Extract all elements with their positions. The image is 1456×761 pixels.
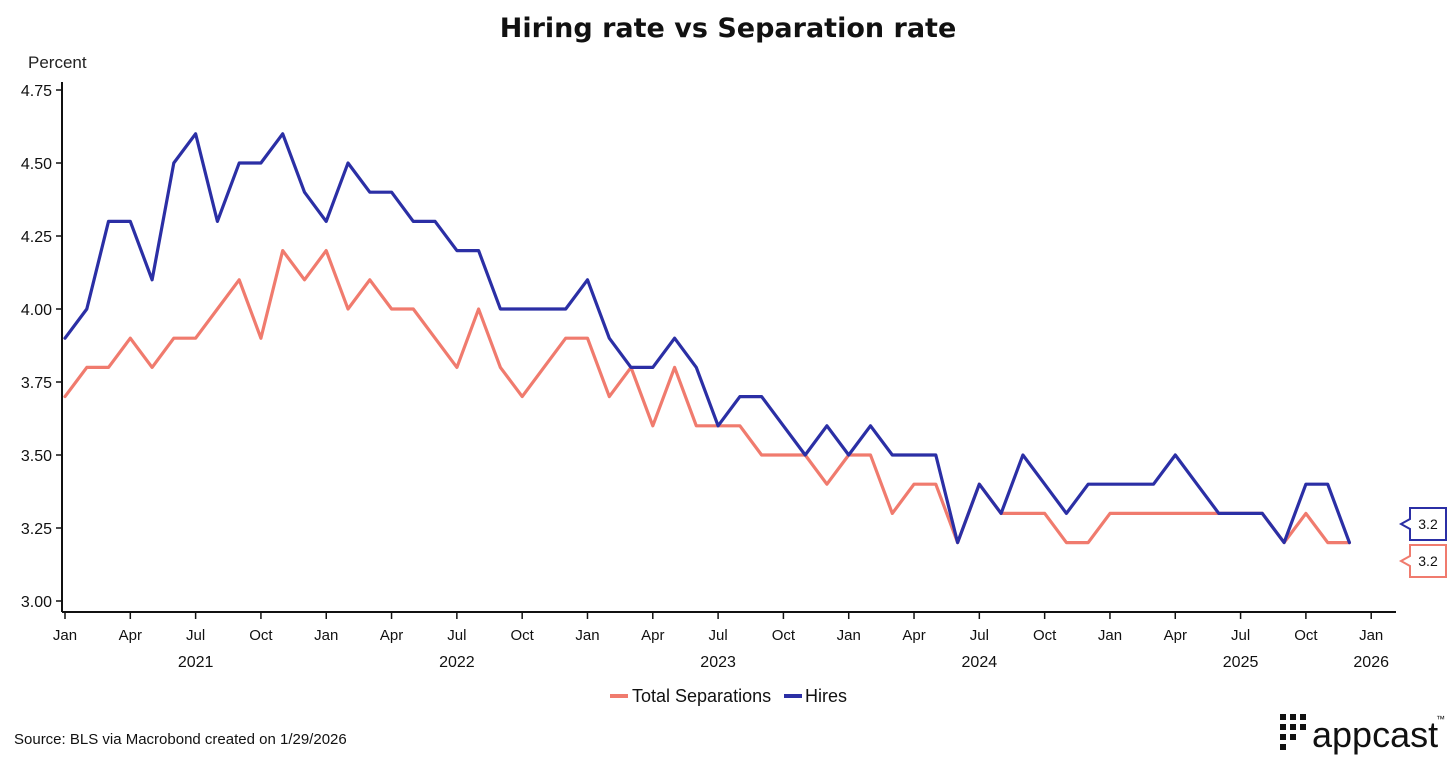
end-value-label: 3.2 (1418, 553, 1438, 569)
end-value-label: 3.2 (1418, 516, 1438, 532)
x-tick-label: Jan (53, 627, 77, 644)
y-tick-label: 3.25 (21, 521, 52, 538)
legend-label-separations: Total Separations (632, 686, 771, 706)
x-tick-label: Jan (1359, 627, 1383, 644)
x-year-label: 2023 (700, 654, 736, 671)
series-layer (63, 132, 1352, 545)
x-tick-label: Oct (1294, 627, 1318, 644)
x-tick-label: Apr (1164, 627, 1187, 644)
x-tick-label: Oct (1033, 627, 1057, 644)
x-tick-label: Jul (709, 627, 728, 644)
x-tick-label: Jul (970, 627, 989, 644)
appcast-dots-icon (1280, 714, 1306, 750)
y-tick-label: 4.00 (21, 302, 52, 319)
source-note: Source: BLS via Macrobond created on 1/2… (14, 731, 347, 748)
brand-name: appcast (1312, 714, 1438, 755)
y-tick-label: 3.50 (21, 448, 52, 465)
x-year-label: 2021 (178, 654, 214, 671)
x-tick-label: Oct (772, 627, 796, 644)
x-year-label: 2025 (1223, 654, 1259, 671)
x-tick-label: Jul (447, 627, 466, 644)
y-axis: 3.00 3.25 3.50 3.75 4.00 4.25 4.50 4.75 (21, 83, 62, 611)
series-line-total-separations (63, 249, 1352, 545)
end-value-box (1398, 507, 1447, 541)
x-tick-label: Jul (1231, 627, 1250, 644)
x-tick-label: Apr (902, 627, 925, 644)
x-tick-label: Apr (641, 627, 664, 644)
y-tick-label: 4.25 (21, 229, 52, 246)
x-year-label: 2024 (962, 654, 998, 671)
x-tick-label: Jan (314, 627, 338, 644)
x-tick-label: Jan (575, 627, 599, 644)
x-year-label: 2026 (1353, 654, 1389, 671)
brand-trademark: ™ (1436, 714, 1445, 724)
y-tick-label: 4.75 (21, 83, 52, 100)
y-tick-label: 3.75 (21, 375, 52, 392)
y-axis-label: Percent (28, 53, 87, 72)
chart-title: Hiring rate vs Separation rate (500, 13, 957, 44)
x-year-label: 2022 (439, 654, 475, 671)
x-tick-label: Oct (249, 627, 273, 644)
end-labels: 3.2 3.2 (1398, 507, 1447, 578)
appcast-logo: appcast ™ (1280, 714, 1445, 755)
end-value-box (1398, 544, 1447, 578)
series-line-hires (63, 132, 1352, 545)
x-tick-label: Jan (1098, 627, 1122, 644)
legend-label-hires: Hires (805, 686, 847, 706)
x-tick-label: Oct (510, 627, 534, 644)
x-tick-label: Apr (119, 627, 142, 644)
x-axis: Jan Apr Jul Oct Jan Apr Jul Oct Jan Apr Jul Oct Jan A… (53, 612, 1389, 671)
y-tick-label: 4.50 (21, 156, 52, 173)
x-tick-label: Jul (186, 627, 205, 644)
x-tick-label: Apr (380, 627, 403, 644)
legend: Total Separations Hires (610, 686, 847, 706)
y-tick-label: 3.00 (21, 594, 52, 611)
x-tick-label: Jan (837, 627, 861, 644)
